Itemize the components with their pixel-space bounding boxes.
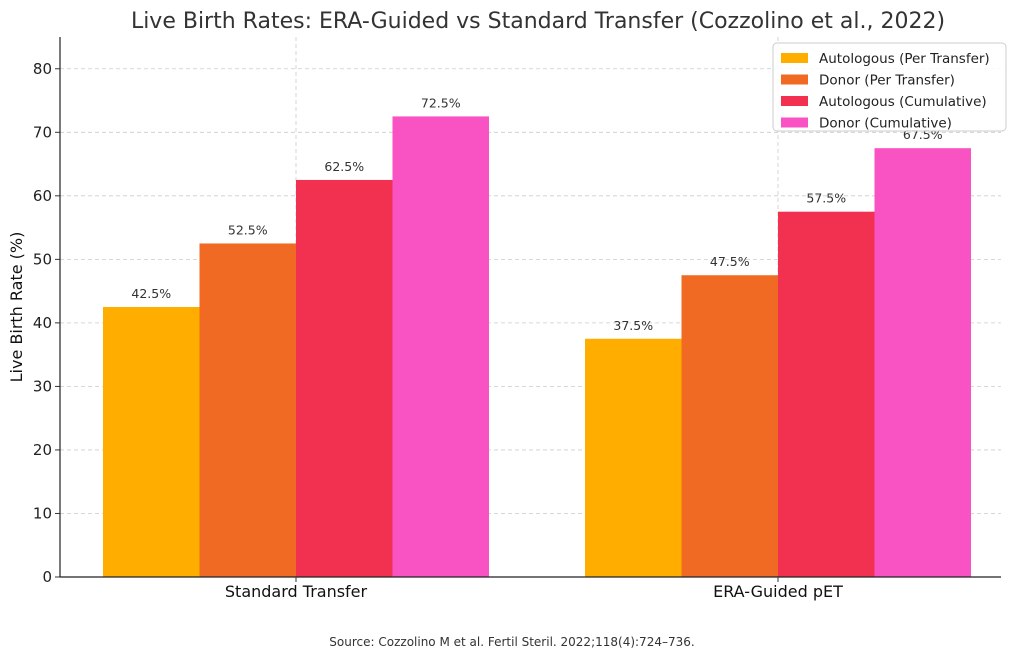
x-tick-label: Standard Transfer <box>225 582 368 601</box>
bar <box>103 307 200 577</box>
legend-box <box>772 42 1007 132</box>
legend-swatch <box>781 53 808 63</box>
y-tick-label: 80 <box>33 60 52 78</box>
y-tick-label: 70 <box>33 123 52 141</box>
chart-title: Live Birth Rates: ERA-Guided vs Standard… <box>131 9 945 34</box>
bar-value-label: 57.5% <box>806 191 846 206</box>
bar <box>585 338 682 577</box>
bar-value-label: 47.5% <box>710 254 750 269</box>
y-tick-label: 60 <box>33 187 52 205</box>
legend-label: Donor (Cumulative) <box>819 116 952 132</box>
bar-value-label: 52.5% <box>228 222 268 237</box>
legend-label: Autologous (Cumulative) <box>819 94 987 110</box>
y-axis-label: Live Birth Rate (%) <box>7 232 26 383</box>
x-tick-label: ERA-Guided pET <box>713 582 843 601</box>
bar <box>681 275 778 577</box>
y-tick-label: 40 <box>33 314 52 332</box>
source-footnote: Source: Cozzolino M et al. Fertil Steril… <box>329 635 694 649</box>
legend-label: Donor (Per Transfer) <box>819 73 955 89</box>
bar-value-label: 62.5% <box>324 159 364 174</box>
bar <box>778 211 875 578</box>
y-tick-label: 0 <box>42 568 52 586</box>
y-tick-label: 50 <box>33 250 52 268</box>
bar <box>296 179 393 578</box>
legend-swatch <box>781 117 808 128</box>
y-tick-label: 30 <box>33 377 52 395</box>
bar-value-label: 42.5% <box>131 286 171 301</box>
axes: 0 10 20 30 40 50 60 70 80 Standard Transfer ERA-Gu… <box>33 37 1001 601</box>
bars: 42.5%37.5%52.5%47.5%62.5%57.5%72.5%67.5% <box>103 95 971 578</box>
bar <box>199 243 296 577</box>
legend: Autologous (Per Transfer) Donor (Per Tran… <box>772 42 1007 132</box>
legend-swatch <box>781 96 808 106</box>
legend-swatch <box>781 74 808 85</box>
y-tick-label: 20 <box>33 441 52 459</box>
legend-label: Autologous (Per Transfer) <box>819 51 990 67</box>
y-tick-label: 10 <box>33 504 52 522</box>
bar-value-label: 37.5% <box>613 318 653 333</box>
bar <box>874 148 971 578</box>
bar-value-label: 72.5% <box>421 95 461 110</box>
bar <box>392 116 489 577</box>
